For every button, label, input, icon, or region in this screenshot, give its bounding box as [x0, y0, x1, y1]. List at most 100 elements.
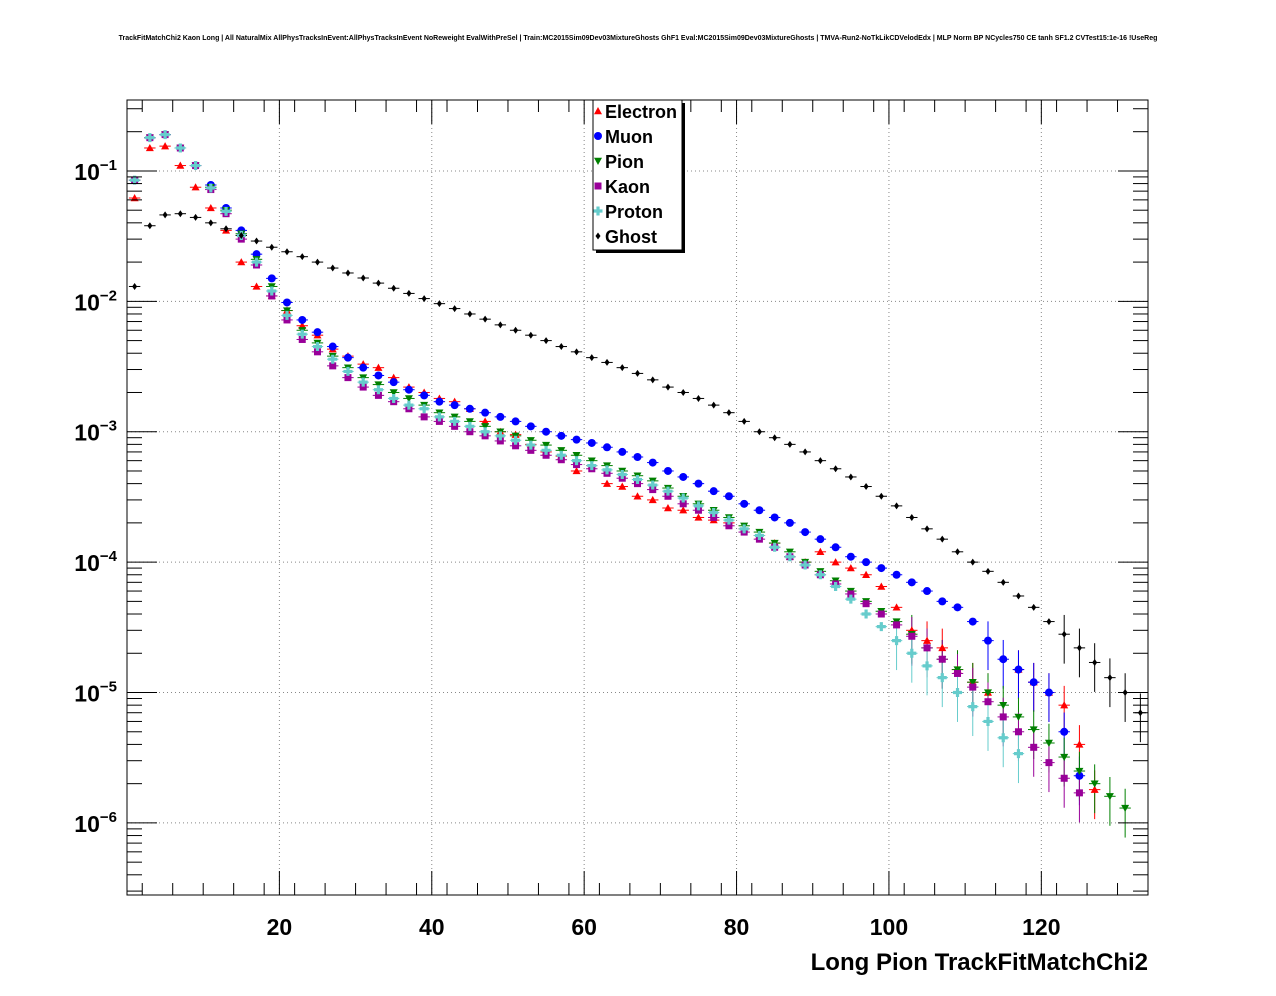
proton-point	[648, 480, 658, 490]
x-axis-label: Long Pion TrackFitMatchChi2	[811, 949, 1148, 976]
y-tick-label: 10−6	[74, 809, 117, 837]
muon-point	[420, 391, 429, 400]
x-tick-label: 20	[267, 914, 293, 940]
ghost-point	[513, 326, 519, 334]
muon-point	[968, 617, 977, 626]
legend-marker-ghost	[595, 232, 601, 240]
proton-point	[160, 130, 170, 140]
pion-point	[542, 441, 551, 450]
kaon-point	[725, 522, 733, 530]
kaon-point	[1030, 743, 1038, 751]
muon-point	[846, 552, 855, 561]
ghost-point	[863, 483, 869, 491]
electron-point	[679, 506, 688, 514]
muon-point	[633, 453, 642, 462]
proton-point	[861, 609, 871, 619]
muon-point	[724, 492, 733, 501]
kaon-point	[908, 632, 916, 640]
ghost-point	[787, 440, 793, 448]
y-tick-labels: 10−6 10−5 10−4 10−3 10−2 10−1	[74, 157, 117, 837]
ghost-point	[665, 383, 671, 391]
ghost-point	[330, 264, 336, 272]
proton-point	[556, 450, 566, 460]
proton-point	[495, 431, 505, 441]
legend-marker-muon	[594, 132, 602, 140]
muon-point	[938, 597, 947, 606]
proton-point	[511, 435, 521, 445]
legend-label-pion: Pion	[605, 152, 644, 172]
ghost-point	[375, 279, 381, 287]
grid-lines	[127, 100, 1148, 895]
proton-point	[175, 143, 185, 153]
proton-point	[739, 524, 749, 534]
ghost-point	[802, 448, 808, 456]
ghost-point	[741, 417, 747, 425]
pion-point	[999, 701, 1008, 710]
ghost-point	[193, 213, 199, 221]
kaon-point	[512, 442, 520, 450]
kaon-point	[649, 486, 657, 494]
electron-point	[176, 161, 185, 169]
muon-point	[511, 417, 520, 426]
legend-label-muon: Muon	[605, 127, 653, 147]
proton-point	[815, 570, 825, 580]
muon-point	[801, 528, 810, 537]
legend: Electron Muon Pion Kaon Proton Ghost	[592, 99, 685, 253]
ghost-point	[1031, 603, 1037, 611]
electron-point	[191, 183, 200, 191]
ghost-point	[985, 567, 991, 575]
electron-point	[892, 603, 901, 611]
kaon-point	[313, 348, 321, 356]
proton-point	[587, 461, 597, 471]
muon-point	[526, 422, 535, 431]
ghost-point	[482, 315, 488, 323]
ghost-point	[558, 343, 564, 351]
muon-point	[404, 385, 413, 394]
pion-point	[983, 689, 992, 697]
ghost-point	[497, 321, 503, 329]
ghost-point	[406, 289, 412, 297]
y-tick-label: 10−2	[74, 287, 117, 315]
kaon-point	[527, 446, 535, 454]
ghost-point	[939, 535, 945, 543]
proton-point	[541, 445, 551, 455]
muon-point	[1075, 771, 1084, 780]
ghost-point	[604, 358, 610, 366]
kaon-point	[969, 683, 977, 691]
muon-point	[496, 412, 505, 421]
electron-point	[846, 564, 855, 572]
ghost-point	[452, 305, 458, 313]
muon-point	[663, 466, 672, 475]
muon-point	[740, 499, 749, 508]
muon-point	[785, 518, 794, 527]
muon-point	[481, 408, 490, 417]
electron-point	[923, 636, 932, 644]
electron-point	[831, 558, 840, 566]
pion-point	[785, 548, 794, 556]
electron-point	[1075, 740, 1084, 748]
x-tick-labels: 20 40 60 80 100 120	[267, 914, 1061, 940]
ghost-point	[208, 219, 214, 227]
muon-point	[709, 487, 718, 496]
x-tick-label: 100	[870, 914, 908, 940]
pion-point	[1029, 726, 1038, 734]
kaon-point	[496, 437, 504, 445]
ghost-point	[132, 282, 138, 290]
kaon-point	[542, 451, 550, 459]
legend-label-proton: Proton	[605, 202, 663, 222]
ghost-point	[756, 428, 762, 436]
ghost-point	[955, 548, 961, 556]
ghost-point	[589, 354, 595, 362]
ghost-point	[177, 210, 183, 218]
muon-point	[374, 371, 383, 380]
ghost-point	[1061, 630, 1067, 638]
pion-point	[465, 418, 474, 426]
electron-point	[648, 495, 657, 504]
pion-point	[1105, 793, 1114, 801]
kaon-point	[451, 422, 459, 430]
legend-box	[592, 99, 683, 251]
muon-point	[542, 427, 551, 436]
ghost-point	[467, 310, 473, 318]
ghost-point	[574, 348, 580, 356]
muon-point	[267, 274, 276, 283]
